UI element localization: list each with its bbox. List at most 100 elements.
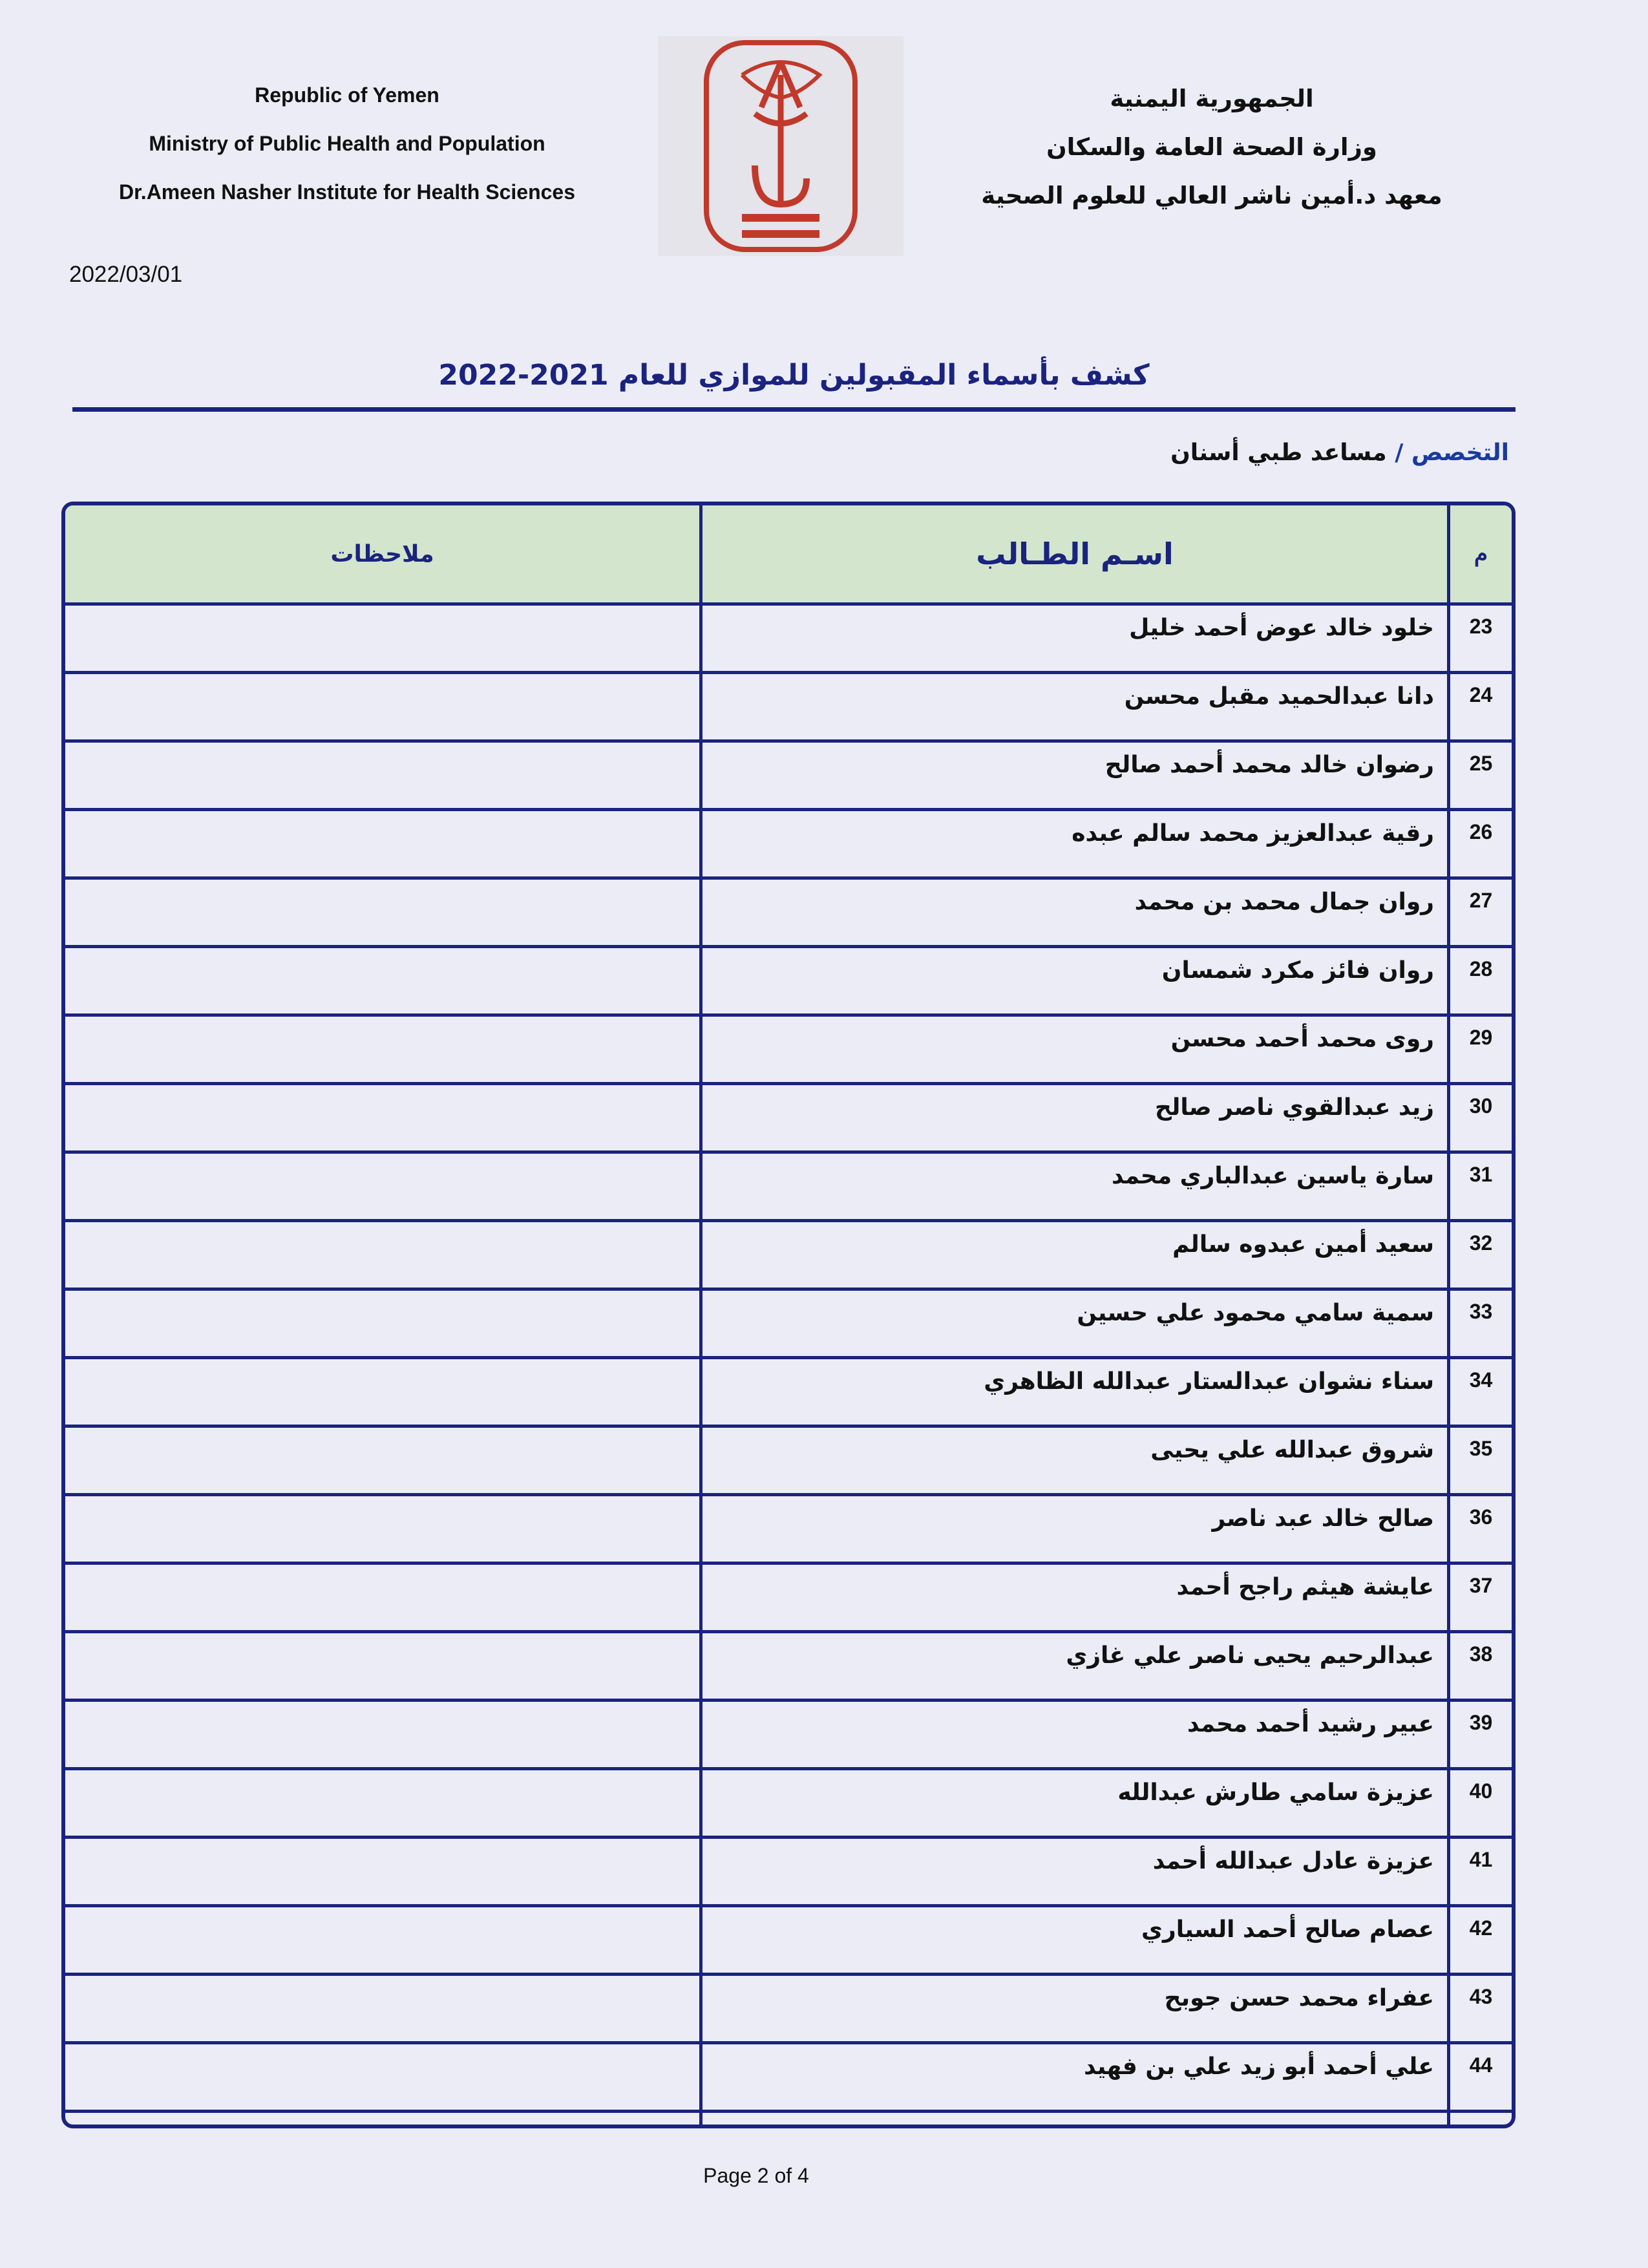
- row-number: 33: [1447, 1291, 1512, 1356]
- student-name: عايشة هيثم راجح أحمد: [699, 1565, 1447, 1630]
- table-row: 44 علي أحمد أبو زيد علي بن فهيد: [65, 2044, 1512, 2113]
- student-name: عبدالرحيم يحيى ناصر علي غازي: [699, 1633, 1447, 1699]
- tail-notes-cell: [65, 2113, 699, 2125]
- table-row: 29 روى محمد أحمد محسن: [65, 1017, 1512, 1085]
- row-notes: [65, 1085, 699, 1150]
- row-notes: [65, 1907, 699, 1973]
- student-name: عزيزة سامي طارش عبدالله: [699, 1770, 1447, 1836]
- row-number: 31: [1447, 1154, 1512, 1219]
- row-number: 37: [1447, 1565, 1512, 1630]
- student-name: شروق عبدالله علي يحيى: [699, 1428, 1447, 1493]
- row-notes: [65, 811, 699, 876]
- table-row: 27 روان جمال محمد بن محمد: [65, 880, 1512, 948]
- ministry-en: Ministry of Public Health and Population: [149, 132, 545, 155]
- tail-name-cell: [699, 2113, 1447, 2125]
- row-number: 28: [1447, 948, 1512, 1013]
- row-number: 39: [1447, 1702, 1512, 1767]
- student-name: علي أحمد أبو زيد علي بن فهيد: [699, 2044, 1447, 2110]
- institute-logo: [658, 36, 903, 256]
- student-name: رضوان خالد محمد أحمد صالح: [699, 743, 1447, 808]
- row-number: 29: [1447, 1017, 1512, 1082]
- table-row: 40 عزيزة سامي طارش عبدالله: [65, 1770, 1512, 1839]
- table-row: 35 شروق عبدالله علي يحيى: [65, 1428, 1512, 1496]
- row-notes: [65, 1702, 699, 1767]
- specialty-label: التخصص /: [1395, 440, 1509, 466]
- row-notes: [65, 1565, 699, 1630]
- row-notes: [65, 1154, 699, 1219]
- students-table: م اسـم الطـالب ملاحظات 23 خلود خالد عوض أ…: [61, 502, 1516, 2128]
- row-notes: [65, 1291, 699, 1356]
- student-name: رقية عبدالعزيز محمد سالم عبده: [699, 811, 1447, 876]
- specialty: التخصص / مساعد طبي أسنان: [1170, 440, 1509, 466]
- document-date: 2022/03/01: [69, 262, 183, 287]
- row-notes: [65, 1633, 699, 1699]
- row-number: 41: [1447, 1839, 1512, 1904]
- row-number: 23: [1447, 606, 1512, 671]
- student-name: سناء نشوان عبدالستار عبدالله الظاهري: [699, 1359, 1447, 1425]
- row-notes: [65, 743, 699, 808]
- document-title: كشف بأسماء المقبولين للموازي للعام 2021-…: [438, 359, 1150, 392]
- student-name: روان فائز مكرد شمسان: [699, 948, 1447, 1013]
- specialty-value: مساعد طبي أسنان: [1170, 440, 1387, 466]
- table-row: 24 دانا عبدالحميد مقبل محسن: [65, 674, 1512, 743]
- table-header: م اسـم الطـالب ملاحظات: [65, 505, 1512, 602]
- row-number: 34: [1447, 1359, 1512, 1425]
- table-row: 37 عايشة هيثم راجح أحمد: [65, 1565, 1512, 1633]
- row-number: 44: [1447, 2044, 1512, 2110]
- row-number: 32: [1447, 1222, 1512, 1288]
- table-row: 36 صالح خالد عبد ناصر: [65, 1496, 1512, 1565]
- table-row: 33 سمية سامي محمود علي حسين: [65, 1291, 1512, 1359]
- row-number: 25: [1447, 743, 1512, 808]
- table-row: 41 عزيزة عادل عبدالله أحمد: [65, 1839, 1512, 1907]
- row-notes: [65, 880, 699, 945]
- institute-ar: معهد د.أمين ناشر العالي للعلوم الصحية: [981, 182, 1442, 209]
- table-row: 32 سعيد أمين عبدوه سالم: [65, 1222, 1512, 1291]
- title-rule: [72, 407, 1516, 412]
- table-row: 30 زيد عبدالقوي ناصر صالح: [65, 1085, 1512, 1154]
- row-notes: [65, 1359, 699, 1425]
- student-name: عبير رشيد أحمد محمد: [699, 1702, 1447, 1767]
- row-number: 38: [1447, 1633, 1512, 1699]
- row-number: 43: [1447, 1976, 1512, 2041]
- table-body: 23 خلود خالد عوض أحمد خليل 24 دانا عبدالحمي…: [65, 602, 1512, 2113]
- arabic-header: الجمهورية اليمنية وزارة الصحة العامة وال…: [911, 74, 1512, 220]
- student-name: صالح خالد عبد ناصر: [699, 1496, 1447, 1562]
- student-name: سعيد أمين عبدوه سالم: [699, 1222, 1447, 1288]
- ministry-ar: وزارة الصحة العامة والسكان: [1046, 133, 1377, 161]
- header-num: م: [1447, 505, 1512, 602]
- row-notes: [65, 606, 699, 671]
- table-row: 42 عصام صالح أحمد السياري: [65, 1907, 1512, 1976]
- table-row: 23 خلود خالد عوض أحمد خليل: [65, 606, 1512, 674]
- student-name: عزيزة عادل عبدالله أحمد: [699, 1839, 1447, 1904]
- tail-num-cell: [1447, 2113, 1512, 2125]
- country-en: Republic of Yemen: [255, 83, 439, 107]
- row-number: 30: [1447, 1085, 1512, 1150]
- row-number: 24: [1447, 674, 1512, 739]
- student-name: سمية سامي محمود علي حسين: [699, 1291, 1447, 1356]
- row-notes: [65, 1017, 699, 1082]
- row-number: 40: [1447, 1770, 1512, 1836]
- table-row: 31 سارة ياسين عبدالباري محمد: [65, 1154, 1512, 1222]
- row-notes: [65, 1496, 699, 1562]
- header-name: اسـم الطـالب: [699, 505, 1447, 602]
- student-name: عفراء محمد حسن جوبح: [699, 1976, 1447, 2041]
- table-row: 26 رقية عبدالعزيز محمد سالم عبده: [65, 811, 1512, 880]
- table-row: 38 عبدالرحيم يحيى ناصر علي غازي: [65, 1633, 1512, 1702]
- student-name: عصام صالح أحمد السياري: [699, 1907, 1447, 1973]
- english-header: Republic of Yemen Ministry of Public Hea…: [56, 71, 638, 217]
- student-name: روان جمال محمد بن محمد: [699, 880, 1447, 945]
- table-row: 39 عبير رشيد أحمد محمد: [65, 1702, 1512, 1770]
- table-row: 28 روان فائز مكرد شمسان: [65, 948, 1512, 1017]
- row-number: 35: [1447, 1428, 1512, 1493]
- row-notes: [65, 1770, 699, 1836]
- row-notes: [65, 1839, 699, 1904]
- student-name: سارة ياسين عبدالباري محمد: [699, 1154, 1447, 1219]
- student-name: روى محمد أحمد محسن: [699, 1017, 1447, 1082]
- institute-en: Dr.Ameen Nasher Institute for Health Sci…: [119, 180, 575, 204]
- row-notes: [65, 674, 699, 739]
- table-row: 25 رضوان خالد محمد أحمد صالح: [65, 743, 1512, 811]
- row-notes: [65, 1428, 699, 1493]
- row-number: 26: [1447, 811, 1512, 876]
- table-tail: [65, 2113, 1512, 2125]
- row-number: 27: [1447, 880, 1512, 945]
